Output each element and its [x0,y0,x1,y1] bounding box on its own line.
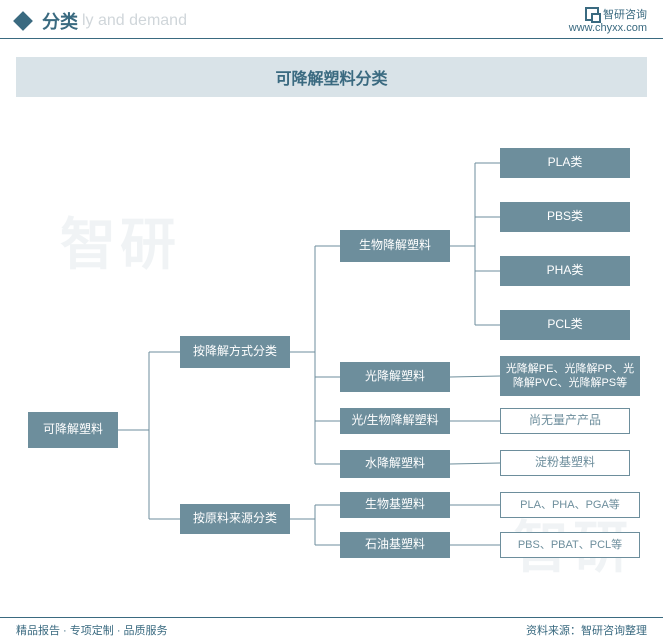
tree-node: 水降解塑料 [340,450,450,478]
tree-node: 淀粉基塑料 [500,450,630,476]
diamond-icon [13,11,33,31]
tree-node: 光/生物降解塑料 [340,408,450,434]
tree-node: 生物基塑料 [340,492,450,518]
tree-node: 光降解PE、光降解PP、光降解PVC、光降解PS等 [500,356,640,396]
tree-node: 可降解塑料 [28,412,118,448]
tree-node: 石油基塑料 [340,532,450,558]
tree-node: PBS类 [500,202,630,232]
brand-url: www.chyxx.com [569,22,647,34]
tree-node: PBS、PBAT、PCL等 [500,532,640,558]
tree-node: PLA类 [500,148,630,178]
chart-title: 可降解塑料分类 [16,57,647,97]
tree-node: PLA、PHA、PGA等 [500,492,640,518]
tree-node: 按降解方式分类 [180,336,290,368]
footer: 精品报告 · 专项定制 · 品质服务 资料来源：智研咨询整理 [0,617,663,638]
footer-left: 精品报告 · 专项定制 · 品质服务 [16,622,168,638]
tree-node: 光降解塑料 [340,362,450,392]
tree-node: 按原料来源分类 [180,504,290,534]
tree-diagram: 可降解塑料 按降解方式分类按原料来源分类 生物降解塑料光降解塑料光/生物降解塑料水降… [0,120,663,610]
tree-node: PCL类 [500,310,630,340]
header: 分类 ly and demand [0,0,663,39]
logo-area: 智研咨询 www.chyxx.com [569,6,647,34]
tree-node: 尚无量产产品 [500,408,630,434]
header-title-cn: 分类 [42,8,78,34]
header-title-en: ly and demand [82,12,187,30]
tree-node: 生物降解塑料 [340,230,450,262]
brand-name: 智研咨询 [603,6,647,22]
footer-right: 资料来源：智研咨询整理 [526,622,647,638]
tree-node: PHA类 [500,256,630,286]
brand-icon [585,7,599,21]
